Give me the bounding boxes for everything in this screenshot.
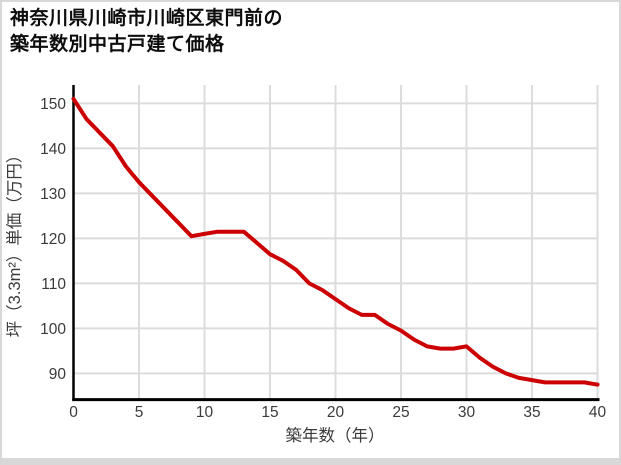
series-layer: [71, 96, 600, 387]
grid-layer: [73, 85, 599, 399]
y-tick-label: 130: [40, 186, 66, 203]
axis-layer: [72, 85, 600, 402]
x-tick-label: 15: [261, 404, 278, 421]
x-tick-label: 30: [458, 404, 476, 421]
y-axis-title: 坪（3.3m²）単価（万円）: [5, 147, 24, 338]
x-tick-label: 10: [196, 404, 214, 421]
y-tick-label: 100: [40, 321, 66, 338]
x-tick-label: 40: [589, 404, 607, 421]
chart-title: 神奈川県川崎市川崎区東門前の 築年数別中古戸建て価格: [10, 6, 283, 58]
y-tick-label: 90: [49, 366, 67, 383]
x-tick-label: 5: [135, 404, 144, 421]
y-tick-label: 150: [40, 96, 66, 113]
x-tick-label: 25: [392, 404, 409, 421]
chart-title-line2: 築年数別中古戸建て価格: [10, 34, 225, 55]
y-tick-label: 140: [40, 141, 66, 158]
x-tick-label: 35: [523, 404, 540, 421]
x-tick-label: 20: [327, 404, 345, 421]
tick-layer: 90 100 110 120 130 140 150 0 5 10 15 20 25 30 35 40: [40, 96, 606, 421]
x-axis-title: 築年数（年）: [286, 426, 385, 445]
chart-title-line1: 神奈川県川崎市川崎区東門前の: [10, 8, 284, 29]
y-tick-label: 110: [41, 276, 66, 293]
price-line: [71, 96, 600, 387]
y-tick-label: 120: [40, 231, 66, 248]
x-tick-label: 0: [69, 404, 78, 421]
